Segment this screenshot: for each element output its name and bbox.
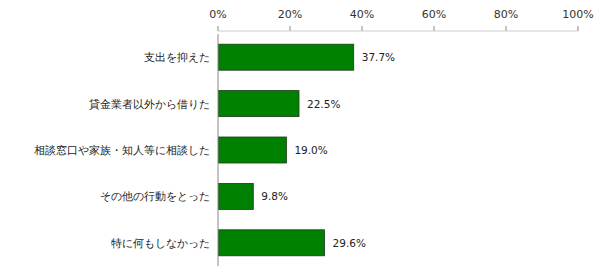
x-tick	[506, 26, 507, 31]
bar	[218, 137, 286, 163]
data-label: 29.6%	[333, 237, 366, 249]
category-label: 相談窓口や家族・知人等に相談した	[34, 144, 210, 157]
x-tick	[434, 26, 435, 31]
bar	[218, 230, 325, 256]
x-tick-label: 0%	[209, 8, 226, 21]
x-tick	[290, 26, 291, 31]
category-label: その他の行動をとった	[100, 190, 210, 203]
chart-svg: 0% 20% 40% 60% 80% 100% 支出を抑えた 37.7% 貸金業者以外から借りた…	[0, 0, 614, 280]
bar	[218, 91, 299, 117]
y-axis-line	[218, 34, 219, 266]
x-tick-label: 60%	[422, 8, 446, 21]
x-tick-label: 40%	[350, 8, 374, 21]
x-tick	[218, 26, 219, 31]
data-label: 19.0%	[294, 144, 327, 156]
bar	[218, 183, 253, 209]
category-label: 貸金業者以外から借りた	[89, 98, 210, 111]
data-label: 37.7%	[362, 51, 395, 63]
x-tick-label: 100%	[562, 8, 593, 21]
x-axis-line	[218, 31, 578, 32]
bar	[218, 44, 354, 70]
data-label: 9.8%	[261, 190, 288, 202]
data-label: 22.5%	[307, 98, 340, 110]
bars	[218, 44, 354, 256]
x-tick	[578, 26, 579, 31]
x-tick-label: 80%	[494, 8, 518, 21]
x-tick-label: 20%	[278, 8, 302, 21]
category-label: 支出を抑えた	[144, 51, 210, 64]
category-label: 特に何もしなかった	[111, 237, 210, 250]
x-tick	[362, 26, 363, 31]
chart-container: 0% 20% 40% 60% 80% 100% 支出を抑えた 37.7% 貸金業者以外から借りた…	[0, 0, 614, 280]
